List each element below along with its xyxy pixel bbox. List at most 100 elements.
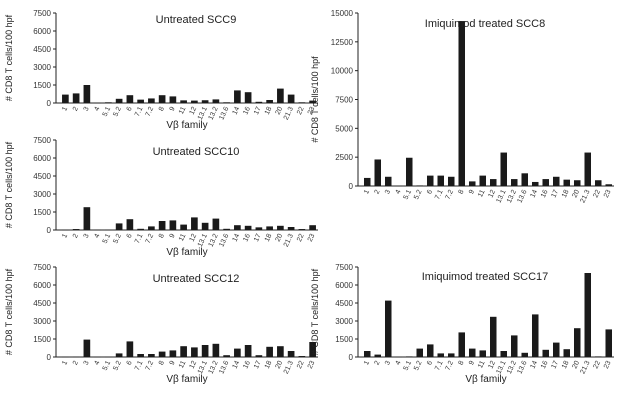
x-tick-label: 16: [242, 360, 252, 370]
x-tick-label: 7.2: [145, 233, 156, 245]
x-tick-label: 1: [61, 233, 69, 240]
x-tick-label: 14: [529, 189, 539, 199]
bar: [510, 335, 518, 357]
bar: [363, 351, 371, 357]
x-tick-label: 18: [264, 106, 274, 116]
bar: [148, 354, 155, 357]
x-tick-label: 1: [363, 189, 371, 196]
bar: [94, 102, 101, 104]
chart-title: Untreated SCC10: [153, 146, 240, 158]
bar: [287, 227, 295, 230]
bar: [426, 175, 434, 186]
x-tick-label: 21.3: [579, 360, 591, 375]
bar: [266, 100, 273, 103]
x-tick-label: 21.3: [579, 189, 591, 204]
x-tick-label: 7.1: [134, 233, 145, 245]
bar: [126, 219, 134, 230]
y-tick-label: 0: [47, 99, 52, 108]
x-tick-label: 17: [550, 360, 560, 370]
bar: [234, 348, 241, 357]
bar: [277, 346, 284, 357]
bar: [212, 218, 220, 230]
bar: [180, 346, 187, 357]
bar: [62, 229, 69, 231]
bar: [72, 93, 80, 103]
x-tick-label: 11: [178, 360, 187, 370]
y-axis-label: # CD8 T cells/100 hpf: [4, 268, 14, 355]
bar: [148, 98, 155, 103]
bar: [180, 224, 187, 230]
x-tick-label: 7.1: [134, 106, 145, 118]
bar: [468, 348, 476, 357]
bar: [405, 157, 413, 186]
x-tick-label: 8: [158, 233, 166, 240]
bar: [605, 184, 613, 186]
x-tick-label: 13.6: [218, 233, 230, 248]
bar: [137, 228, 144, 230]
bar: [191, 347, 198, 357]
bar: [191, 100, 198, 103]
bar: [83, 339, 91, 357]
x-tick-label: 16: [242, 106, 252, 116]
x-tick-label: 13.6: [218, 106, 230, 121]
bar: [94, 229, 101, 231]
bar: [309, 342, 316, 357]
bar: [255, 355, 263, 357]
bar: [468, 181, 476, 186]
x-tick-label: 9: [169, 233, 177, 240]
y-tick-label: 1500: [33, 81, 51, 90]
bar: [244, 92, 252, 103]
x-tick-label: 12: [487, 189, 497, 199]
bar: [584, 152, 592, 186]
y-axis-label: # CD8 T cells/100 hpf: [310, 268, 320, 355]
x-tick-label: 5.1: [403, 360, 414, 372]
bar: [244, 225, 252, 230]
y-tick-label: 4500: [33, 299, 51, 308]
x-tick-label: 14: [232, 360, 242, 370]
bar: [447, 353, 455, 357]
y-tick-label: 12500: [331, 38, 354, 47]
y-tick-label: 3000: [335, 317, 353, 326]
x-tick-label: 14: [232, 233, 242, 243]
x-tick-label: 9: [169, 106, 177, 113]
x-tick-label: 4: [93, 360, 101, 367]
x-tick-label: 20: [571, 189, 581, 199]
y-tick-label: 0: [349, 182, 354, 191]
x-tick-label: 13.6: [516, 360, 528, 375]
bar: [266, 346, 273, 357]
x-tick-label: 21.3: [283, 360, 295, 375]
x-tick-label: 7.2: [145, 360, 156, 372]
x-tick-label: 4: [395, 360, 403, 367]
y-tick-label: 0: [349, 353, 354, 362]
x-tick-label: 8: [158, 106, 166, 113]
x-axis-label: Vβ family: [166, 120, 207, 131]
y-tick-label: 6000: [33, 154, 51, 163]
y-tick-label: 7500: [33, 9, 51, 18]
bar: [191, 217, 198, 230]
bar: [416, 348, 424, 357]
x-tick-label: 8: [158, 360, 166, 367]
chart-title: Imiquimod treated SCC8: [425, 18, 545, 30]
x-tick-label: 22: [592, 189, 602, 199]
bar: [521, 173, 529, 186]
x-tick-label: 3: [384, 360, 392, 367]
y-tick-label: 7500: [335, 263, 353, 272]
bar: [552, 342, 560, 357]
x-tick-label: 18: [561, 189, 571, 199]
x-tick-label: 5.2: [112, 233, 123, 245]
bar: [542, 349, 550, 357]
bar: [521, 352, 529, 357]
x-tick-label: 4: [395, 189, 403, 196]
bar: [309, 225, 316, 230]
bar: [201, 222, 209, 230]
y-tick-label: 3000: [33, 317, 51, 326]
x-tick-label: 1: [363, 360, 371, 367]
bar: [500, 351, 508, 357]
x-tick-label: 5.1: [102, 106, 113, 118]
bar: [277, 88, 284, 103]
chart-title: Untreated SCC12: [153, 273, 240, 285]
x-tick-label: 22: [592, 360, 602, 370]
